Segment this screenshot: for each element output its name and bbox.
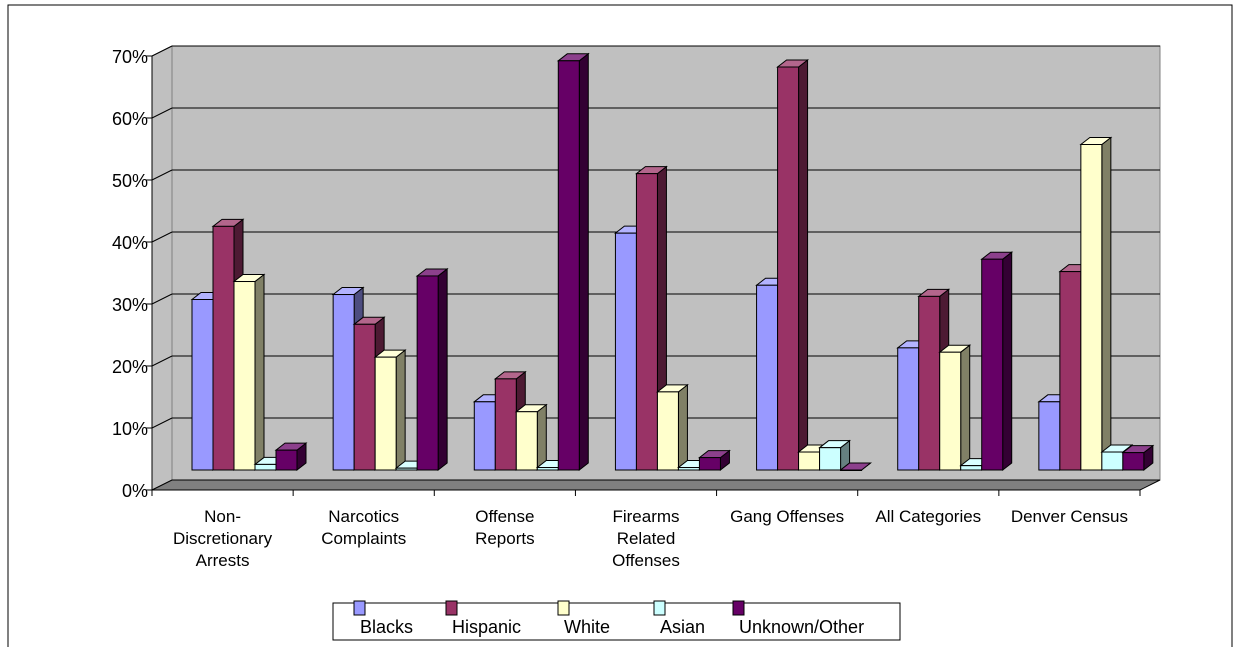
bar-front — [395, 467, 418, 471]
x-tick-label: Denver Census — [1011, 507, 1128, 526]
bar-side — [437, 267, 448, 472]
y-tick-label: 50% — [112, 171, 148, 191]
bar — [776, 58, 810, 472]
bar-side — [578, 52, 589, 472]
bar-front — [191, 299, 214, 471]
bar — [655, 383, 689, 472]
bar-front — [374, 356, 397, 471]
bar-front — [698, 457, 721, 471]
bar — [415, 267, 449, 472]
bar-side — [536, 403, 547, 472]
bar-front — [494, 378, 517, 471]
bar-front — [840, 469, 863, 471]
bar-front — [677, 467, 700, 471]
gridline-side — [151, 107, 173, 119]
gridline-side — [151, 45, 173, 57]
y-tick-label: 10% — [112, 419, 148, 439]
legend-swatch — [653, 600, 666, 616]
legend-swatch — [557, 600, 570, 616]
bar-front — [819, 447, 842, 471]
legend: Blacks Hispanic White Asian Unknown/Other — [332, 600, 901, 641]
y-tick-label: 0% — [122, 481, 148, 501]
bar-front — [939, 351, 962, 471]
bar-front — [353, 323, 376, 471]
y-tick-label: 40% — [112, 233, 148, 253]
bar-front — [777, 66, 800, 471]
x-tick-label: Firearms Related Offenses — [612, 507, 680, 570]
bar-front — [416, 275, 439, 471]
gridline-side — [151, 293, 173, 305]
legend-label: Blacks — [360, 617, 413, 637]
bar-side — [677, 383, 688, 472]
bar — [938, 344, 972, 472]
bar-side — [960, 344, 971, 472]
bar-front — [473, 401, 496, 471]
x-tick-label: Gang Offenses — [730, 507, 844, 526]
y-axis: 0% 10% 20% 30% 40% 50% 60% 70% — [112, 47, 153, 501]
bar-side — [254, 273, 265, 472]
legend-label: Hispanic — [452, 617, 521, 637]
bar-front — [254, 463, 277, 471]
bar — [1121, 444, 1155, 472]
y-tick-label: 20% — [112, 357, 148, 377]
bar-front — [897, 347, 920, 471]
bar-front — [798, 451, 821, 471]
bar-front — [656, 391, 679, 471]
legend-swatch — [445, 600, 458, 616]
plot-area — [151, 45, 1161, 491]
bar — [980, 251, 1014, 472]
legend-label: Unknown/Other — [739, 617, 864, 637]
bar-front — [960, 465, 983, 471]
bar-front — [1038, 401, 1061, 471]
bar-side — [1101, 136, 1112, 472]
floor — [151, 479, 1161, 491]
gridline-side — [151, 355, 173, 367]
bar-front — [756, 284, 779, 471]
bar-front — [332, 294, 355, 471]
bar-front — [275, 449, 298, 471]
bar-front — [614, 232, 637, 471]
x-tick-label: Narcotics Complaints — [321, 507, 406, 548]
bar — [839, 462, 873, 471]
bar — [697, 449, 731, 472]
bar-front — [557, 60, 580, 471]
gridline-side — [151, 417, 173, 429]
bar-front — [1101, 451, 1124, 471]
bar-front — [515, 411, 538, 471]
legend-swatch — [732, 600, 745, 616]
bar — [556, 52, 590, 472]
bar-front — [981, 258, 1004, 471]
x-tick-label: All Categories — [875, 507, 981, 526]
bar — [373, 349, 407, 472]
legend-box — [332, 602, 901, 641]
bar-front — [536, 467, 559, 471]
bar-front — [212, 225, 235, 471]
y-tick-label: 60% — [112, 109, 148, 129]
bar-side — [1002, 251, 1013, 472]
bar — [818, 439, 852, 472]
bar-front — [1059, 271, 1082, 471]
x-axis: Non-Discretionary Arrests Narcotics Complai… — [151, 489, 1141, 570]
bar — [514, 403, 548, 472]
legend-swatch — [353, 600, 366, 616]
gridline-side — [151, 231, 173, 243]
bar — [274, 442, 308, 472]
bar-front — [1122, 452, 1145, 471]
bar-side — [798, 58, 809, 472]
bar — [1079, 136, 1113, 472]
bar-side — [395, 349, 406, 472]
bar-front — [918, 295, 941, 471]
bar — [232, 273, 266, 472]
y-tick-label: 70% — [112, 47, 148, 67]
bar-front — [233, 281, 256, 471]
x-tick-label: Non-Discretionary Arrests — [173, 507, 273, 570]
y-tick-label: 30% — [112, 295, 148, 315]
x-tick-label: Offense Reports — [475, 507, 535, 548]
bar-front — [1080, 144, 1103, 471]
bar-front — [635, 173, 658, 471]
legend-label: Asian — [660, 617, 705, 637]
gridline-side — [151, 169, 173, 181]
legend-label: White — [564, 617, 610, 637]
